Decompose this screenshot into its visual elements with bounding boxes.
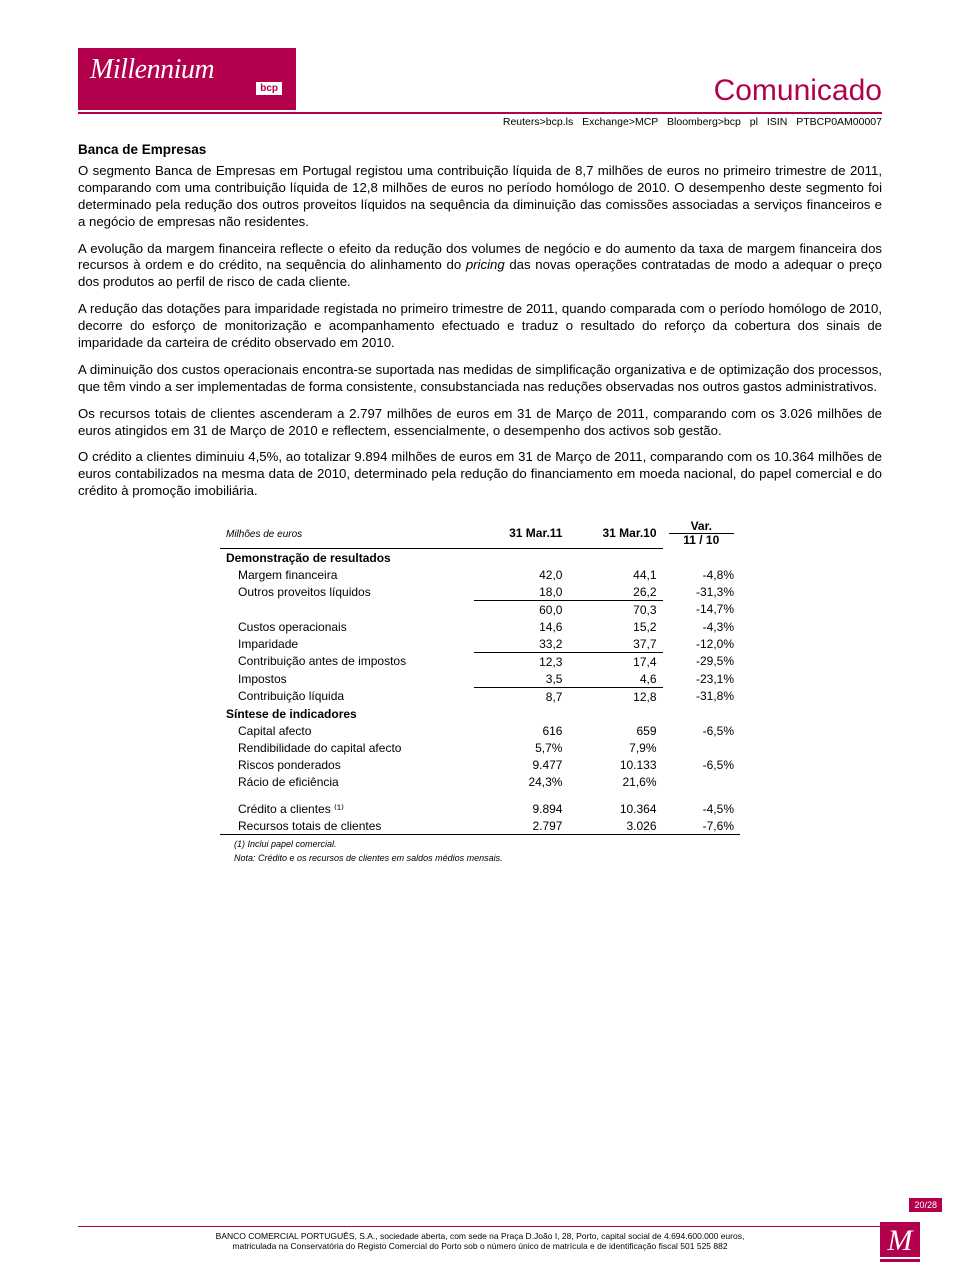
header-rule (78, 112, 882, 114)
table-row: Rendibilidade do capital afecto5,7%7,9% (220, 739, 740, 756)
table-row: Rácio de eficiência24,3%21,6% (220, 773, 740, 790)
table-row: Impostos3,54,6-23,1% (220, 670, 740, 688)
logo-sub-text: bcp (90, 82, 286, 95)
table-row: Recursos totais de clientes2.7973.026-7,… (220, 817, 740, 835)
table-footnote-2: Nota: Crédito e os recursos de clientes … (220, 853, 740, 863)
doc-title: Comunicado (296, 74, 882, 110)
page-number-badge: 20/28 (909, 1198, 942, 1212)
table-row: Crédito a clientes ⁽¹⁾9.89410.364-4,5% (220, 800, 740, 817)
paragraph-4: A diminuição dos custos operacionais enc… (78, 362, 882, 396)
table-row: Outros proveitos líquidos18,026,2-31,3% (220, 583, 740, 601)
financial-table: Milhões de euros 31 Mar.11 31 Mar.10 Var… (220, 518, 740, 863)
table-row: Imparidade33,237,7-12,0% (220, 635, 740, 653)
paragraph-5: Os recursos totais de clientes ascendera… (78, 406, 882, 440)
section-heading: Banca de Empresas (78, 142, 882, 157)
paragraph-2: A evolução da margem financeira reflecte… (78, 241, 882, 292)
paragraph-1: O segmento Banca de Empresas em Portugal… (78, 163, 882, 231)
table-footnote-1: (1) Inclui papel comercial. (220, 839, 740, 849)
table-row: Custos operacionais14,615,2-4,3% (220, 618, 740, 635)
footer-legal: BANCO COMERCIAL PORTUGUÊS, S.A., socieda… (0, 1231, 960, 1252)
footer-rule (78, 1226, 882, 1227)
brand-logo: Millennium bcp (78, 48, 296, 110)
table-section-1: Demonstração de resultados (220, 549, 740, 567)
table-row: Riscos ponderados9.47710.133-6,5% (220, 756, 740, 773)
col-header-var: Var. 11 / 10 (663, 518, 740, 548)
col-header-2: 31 Mar.10 (568, 518, 662, 548)
table-row: Contribuição líquida8,712,8-31,8% (220, 688, 740, 706)
ticker-line: Reuters>bcp.ls Exchange>MCP Bloomberg>bc… (78, 116, 882, 128)
paragraph-6: O crédito a clientes diminuiu 4,5%, ao t… (78, 449, 882, 500)
table-row: 60,070,3-14,7% (220, 601, 740, 619)
paragraph-3: A redução das dotações para imparidade r… (78, 301, 882, 352)
table-section-2: Síntese de indicadores (220, 705, 740, 722)
table-row: Contribuição antes de impostos12,317,4-2… (220, 653, 740, 671)
footer-logo-icon: M (880, 1222, 920, 1262)
table-unit-label: Milhões de euros (226, 529, 302, 540)
col-header-1: 31 Mar.11 (474, 518, 568, 548)
table-row: Capital afecto616659-6,5% (220, 722, 740, 739)
table-row: Margem financeira42,044,1-4,8% (220, 566, 740, 583)
